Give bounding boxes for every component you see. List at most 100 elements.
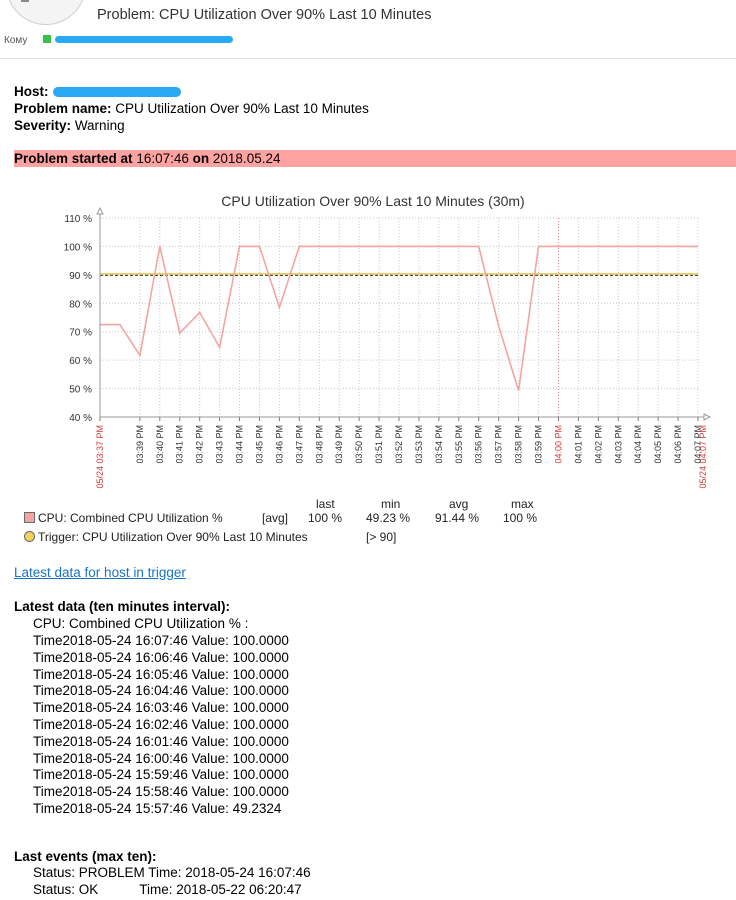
stat-header-max: max [511, 497, 534, 511]
problem-name-value: CPU Utilization Over 90% Last 10 Minutes [115, 101, 369, 116]
x-tick-label: 03:59 PM [534, 425, 544, 464]
event-row: Status: PROBLEM Time: 2018-05-24 16:07:4… [33, 865, 311, 880]
presence-icon [43, 35, 51, 43]
stat-header-min: min [381, 497, 401, 511]
sender-avatar[interactable] [6, 0, 86, 25]
last-events-title: Last events (max ten): [14, 849, 157, 864]
x-tick-label: 03:44 PM [235, 425, 245, 464]
x-tick-label: 03:48 PM [314, 425, 324, 464]
legend-trigger-swatch [24, 531, 35, 542]
x-tick-label: 05/24 03:37 PM [95, 425, 105, 489]
x-axis-arrow [703, 413, 712, 421]
x-tick-label: 03:55 PM [454, 425, 464, 464]
chart-grid [99, 217, 699, 418]
email-header: Problem: CPU Utilization Over 90% Last 1… [0, 0, 736, 59]
y-tick-label: 40 % [69, 413, 92, 424]
email-subject: Problem: CPU Utilization Over 90% Last 1… [97, 7, 432, 23]
x-tick-label: 04:05 PM [653, 425, 663, 464]
y-tick-label: 100 % [64, 242, 92, 253]
host-redacted [52, 87, 181, 98]
x-tick-label: 03:53 PM [414, 425, 424, 464]
host-label: Host: [14, 84, 49, 99]
started-time: 16:07:46 [136, 151, 189, 166]
y-tick-label: 90 % [69, 271, 92, 282]
x-tick-label: 03:54 PM [434, 425, 444, 464]
y-axis-arrow [96, 206, 104, 215]
x-tick-label: 03:56 PM [474, 425, 484, 464]
x-tick-labels: 05/24 03:37 PM 03:39 PM 03:40 PM 03:41 PM 03… [95, 425, 708, 489]
legend-cpu-name: CPU: Combined CPU Utilization % [38, 511, 223, 525]
to-label: Кому [4, 35, 28, 46]
latest-data-row: Time2018-05-24 15:59:46 Value: 100.0000 [33, 767, 289, 783]
x-tick-label: 04:06 PM [673, 425, 683, 464]
x-tick-label: 03:46 PM [274, 425, 284, 464]
x-tick-label: 03:39 PM [135, 425, 145, 464]
severity-label: Severity: [14, 118, 72, 133]
series-line-cpu [100, 245, 698, 392]
x-tick-label: 04:01 PM [573, 425, 583, 464]
latest-data-item: CPU: Combined CPU Utilization % : [33, 616, 249, 631]
x-tick-label: 03:52 PM [394, 425, 404, 464]
started-date: 2018.05.24 [212, 151, 281, 166]
x-tick-label: 04:04 PM [633, 425, 643, 464]
avatar-glyph [21, 0, 29, 2]
x-tick-label: 03:41 PM [175, 425, 185, 464]
latest-data-row: Time2018-05-24 16:07:46 Value: 100.0000 [33, 633, 289, 648]
latest-data-row: Time2018-05-24 16:05:46 Value: 100.0000 [33, 666, 289, 682]
latest-data-title: Latest data (ten minutes interval): [14, 599, 231, 614]
latest-data-row: Time2018-05-24 15:58:46 Value: 100.0000 [33, 784, 289, 800]
trigger-line [100, 273, 698, 276]
x-tick-label: 03:45 PM [254, 425, 264, 464]
x-tick-label: 03:42 PM [195, 425, 205, 464]
x-tick-label: 03:43 PM [215, 425, 225, 464]
stat-header-last: last [316, 497, 335, 511]
y-tick-label: 60 % [69, 356, 92, 367]
trigger-condition: [> 90] [366, 530, 397, 544]
recipient-redacted[interactable] [55, 36, 233, 43]
problem-name-label: Problem name: [14, 101, 112, 116]
started-label: Problem started at [14, 151, 133, 166]
x-tick-label: 03:49 PM [334, 425, 344, 464]
stat-func: [avg] [262, 511, 289, 525]
severity-line: Severity: Warning [14, 118, 125, 133]
y-tick-label: 70 % [69, 328, 92, 339]
stat-min: 49.23 % [366, 511, 411, 525]
latest-data-row: Time2018-05-24 16:04:46 Value: 100.0000 [33, 683, 289, 699]
y-tick-label: 50 % [69, 385, 92, 396]
x-tick-label: 04:03 PM [613, 425, 623, 464]
y-tick-label: 110 % [64, 214, 92, 225]
cpu-chart: CPU Utilization Over 90% Last 10 Minutes… [64, 193, 712, 489]
stat-last: 100 % [308, 511, 343, 525]
y-tick-label: 80 % [69, 299, 92, 310]
x-tick-label: 04:00 PM [553, 425, 563, 464]
x-tick-label: 05/24 04:07 PM [698, 425, 708, 489]
latest-data-row: Time2018-05-24 16:06:46 Value: 100.0000 [33, 649, 289, 665]
chart-axes [96, 206, 712, 421]
stat-header-avg: avg [449, 497, 469, 511]
on-label: on [192, 151, 210, 166]
event-row: Status: OK Time: 2018-05-22 06:20:47 [33, 882, 302, 897]
latest-data-row: Time2018-05-24 16:00:46 Value: 100.0000 [33, 750, 289, 766]
x-tick-label: 03:58 PM [514, 425, 524, 464]
problem-name-line: Problem name: CPU Utilization Over 90% L… [14, 101, 369, 116]
x-tick-label: 03:51 PM [374, 425, 384, 464]
x-tick-label: 03:47 PM [294, 425, 304, 464]
legend-cpu: CPU: Combined CPU Utilization % [24, 511, 223, 525]
stat-max: 100 % [503, 511, 538, 525]
legend-trigger: Trigger: CPU Utilization Over 90% Last 1… [24, 530, 308, 544]
stat-avg: 91.44 % [435, 511, 480, 525]
legend-cpu-swatch [24, 512, 35, 523]
x-tick-label: 03:50 PM [354, 425, 364, 464]
x-tick-label: 04:07 PM [693, 425, 703, 464]
latest-data-row: Time2018-05-24 16:03:46 Value: 100.0000 [33, 700, 289, 716]
latest-data-row: Time2018-05-24 15:57:46 Value: 49.2324 [33, 801, 282, 816]
host-line: Host: [14, 84, 181, 99]
chart-series [100, 245, 698, 392]
latest-data-row: Time2018-05-24 16:02:46 Value: 100.0000 [33, 717, 289, 732]
y-tick-labels: 110 % 100 % 90 % 80 % 70 % 60 % 50 % 40 % [64, 214, 92, 424]
latest-data-link[interactable]: Latest data for host in trigger [14, 565, 186, 580]
x-tick-label: 03:57 PM [494, 425, 504, 464]
severity-value: Warning [74, 118, 125, 133]
problem-started-banner: Problem started at 16:07:46 on 2018.05.2… [14, 150, 736, 167]
x-tick-label: 04:02 PM [593, 425, 603, 464]
